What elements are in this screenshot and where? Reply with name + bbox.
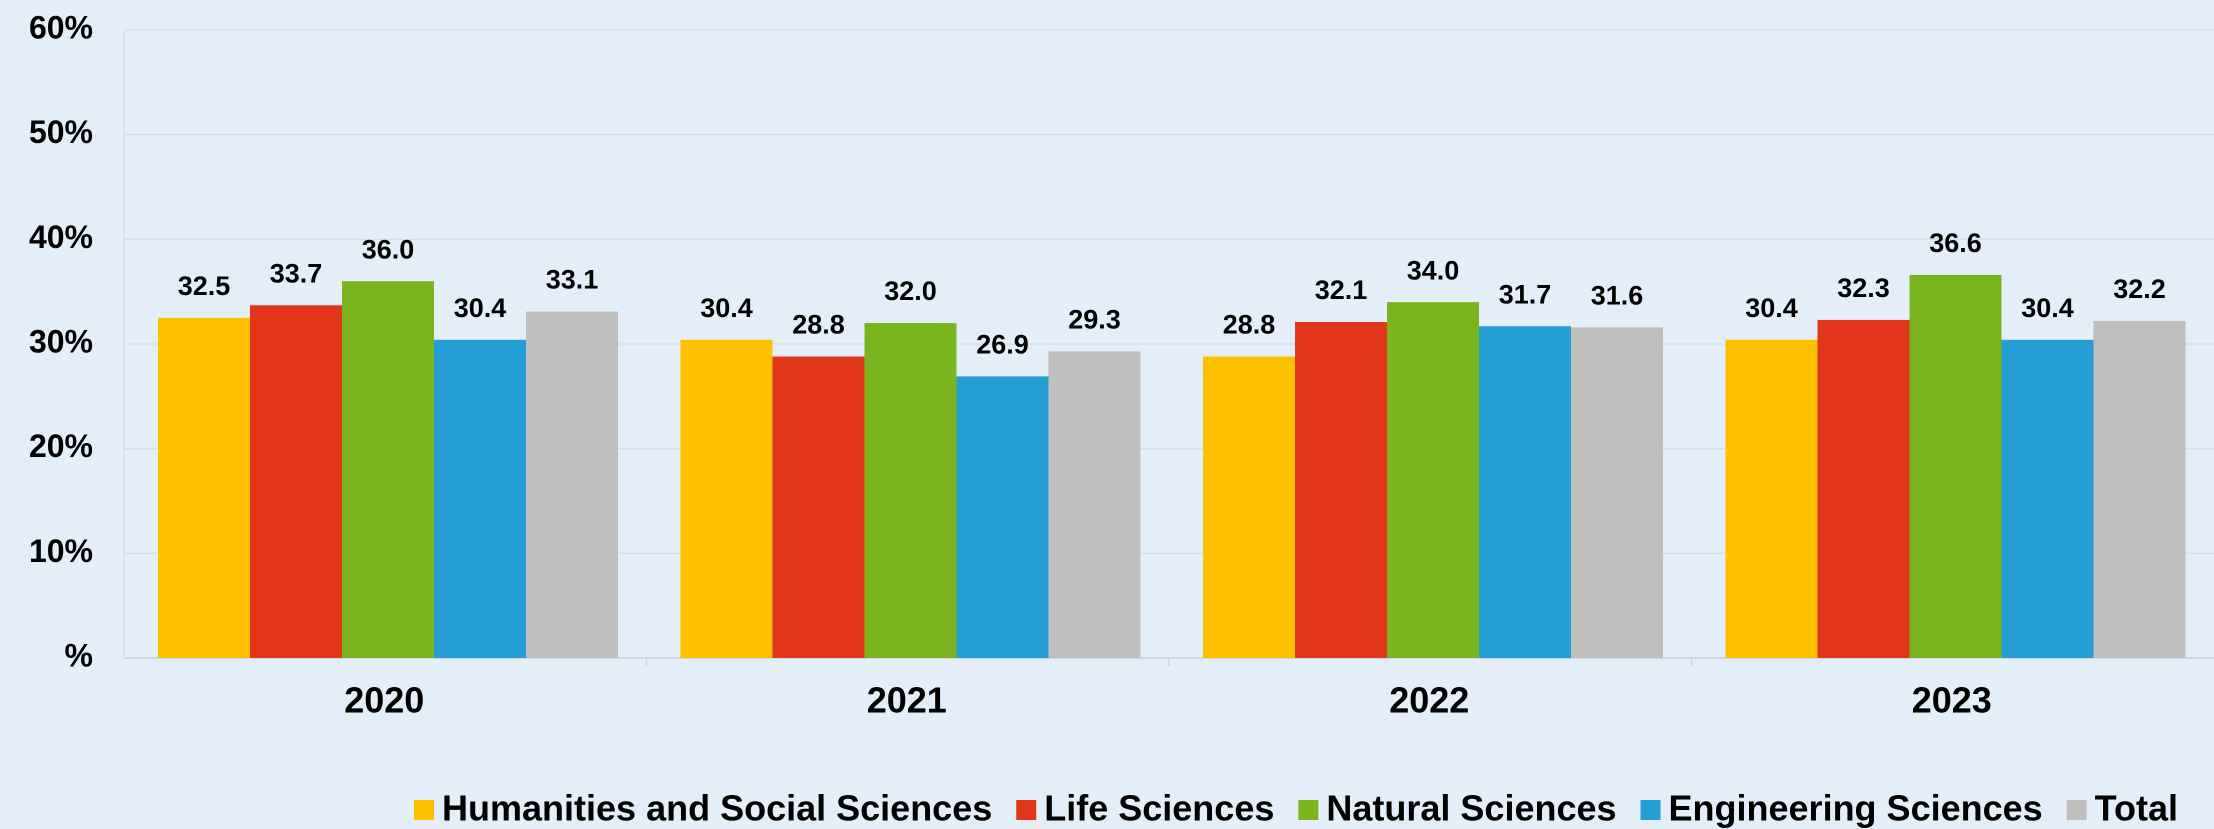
y-tick-label: 30% bbox=[29, 323, 93, 359]
legend-swatch bbox=[1016, 800, 1037, 820]
legend-label: Engineering Sciences bbox=[1669, 788, 2043, 829]
legend-label: Natural Sciences bbox=[1326, 788, 1616, 829]
bar bbox=[864, 323, 957, 658]
legend: Humanities and Social Sciences Life Scien… bbox=[414, 788, 2178, 829]
data-label: 32.0 bbox=[884, 276, 937, 306]
y-tick-label: 20% bbox=[29, 428, 93, 464]
y-tick-label: 40% bbox=[29, 219, 93, 255]
data-label: 33.1 bbox=[546, 265, 599, 295]
data-label: 30.4 bbox=[700, 293, 753, 323]
bar bbox=[772, 356, 865, 658]
y-tick-label: 10% bbox=[29, 533, 93, 569]
data-label: 34.0 bbox=[1407, 255, 1460, 285]
data-label: 31.7 bbox=[1499, 279, 1552, 309]
data-label: 30.4 bbox=[454, 293, 507, 323]
legend-swatch bbox=[2066, 800, 2087, 820]
bar bbox=[1817, 319, 1910, 658]
data-label: 28.8 bbox=[1223, 310, 1276, 340]
data-label: 32.1 bbox=[1315, 275, 1368, 305]
x-tick-label: 2020 bbox=[344, 680, 424, 721]
legend-swatch bbox=[1298, 800, 1319, 820]
data-label: 36.0 bbox=[362, 234, 415, 264]
legend-label: Total bbox=[2095, 788, 2178, 829]
y-tick-label: % bbox=[65, 637, 93, 673]
bar bbox=[1479, 326, 1571, 658]
y-tick-label: 50% bbox=[29, 114, 93, 150]
data-label: 32.3 bbox=[1837, 273, 1890, 303]
y-tick-label: 60% bbox=[29, 9, 93, 45]
data-label: 28.8 bbox=[792, 310, 845, 340]
bar bbox=[1203, 356, 1295, 658]
legend-swatch bbox=[414, 800, 435, 820]
data-label: 29.3 bbox=[1068, 304, 1121, 334]
bar bbox=[956, 376, 1049, 658]
data-label: 32.5 bbox=[178, 271, 231, 301]
data-label: 32.2 bbox=[2113, 274, 2166, 304]
bar bbox=[342, 281, 434, 658]
bar bbox=[1571, 327, 1663, 658]
bar bbox=[526, 311, 618, 658]
bar bbox=[1048, 351, 1141, 658]
data-label: 36.6 bbox=[1929, 228, 1982, 258]
bar bbox=[2093, 320, 2186, 658]
bar bbox=[250, 305, 342, 658]
bar bbox=[1295, 322, 1387, 658]
bar bbox=[1387, 302, 1479, 658]
legend-swatch bbox=[1640, 800, 1661, 820]
x-tick-label: 2023 bbox=[1912, 680, 1992, 721]
data-label: 30.4 bbox=[2021, 293, 2074, 323]
bar bbox=[680, 339, 773, 658]
bar bbox=[1909, 274, 2002, 658]
bar bbox=[158, 317, 250, 658]
data-label: 30.4 bbox=[1745, 293, 1798, 323]
data-label: 26.9 bbox=[976, 330, 1029, 360]
legend-label: Humanities and Social Sciences bbox=[442, 788, 992, 829]
x-tick-label: 2021 bbox=[867, 680, 947, 721]
data-label: 31.6 bbox=[1591, 280, 1644, 310]
bar bbox=[2001, 339, 2094, 658]
legend-label: Life Sciences bbox=[1044, 788, 1274, 829]
bar bbox=[434, 339, 526, 658]
data-label: 33.7 bbox=[270, 258, 323, 288]
bar bbox=[1725, 339, 1818, 658]
x-tick-label: 2022 bbox=[1389, 680, 1469, 721]
